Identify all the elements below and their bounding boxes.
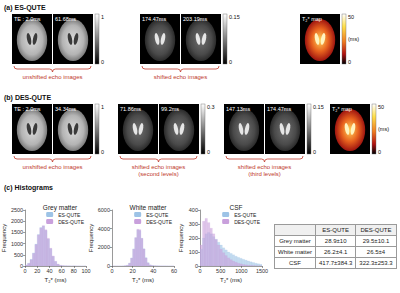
svg-text:100: 100 — [189, 249, 198, 255]
svg-text:DES-QUTE: DES-QUTE — [146, 219, 173, 225]
svg-text:0: 0 — [194, 263, 198, 269]
svg-text:CSF: CSF — [230, 204, 243, 211]
html-text:26.2±4.1: 26.2±4.1 — [324, 249, 348, 255]
svg-text:0.15: 0.15 — [229, 14, 240, 20]
html-text:White matter: White matter — [278, 249, 312, 255]
svg-text:(third levels): (third levels) — [248, 171, 281, 177]
svg-text:6000: 6000 — [98, 207, 110, 213]
svg-text:Frequency: Frequency — [88, 224, 94, 252]
svg-text:T₂* map: T₂* map — [332, 106, 352, 112]
svg-text:Grey matter: Grey matter — [43, 204, 78, 212]
svg-text:(second levels): (second levels) — [138, 171, 178, 177]
svg-text:ES-QUTE: ES-QUTE — [146, 212, 169, 218]
svg-text:400: 400 — [189, 207, 198, 213]
svg-text:ES-QUTE: ES-QUTE — [58, 212, 81, 218]
svg-text:0: 0 — [207, 149, 210, 155]
svg-text:0: 0 — [106, 263, 110, 269]
svg-text:White matter: White matter — [130, 204, 168, 211]
svg-text:1500: 1500 — [11, 229, 23, 235]
svg-text:0: 0 — [348, 59, 351, 65]
svg-text:0: 0 — [378, 149, 381, 155]
html-text:29.5±10.1: 29.5±10.1 — [362, 238, 390, 244]
svg-text:500: 500 — [216, 268, 225, 274]
svg-text:174.47ms: 174.47ms — [142, 16, 166, 22]
svg-text:(a) ES-QUTE: (a) ES-QUTE — [4, 4, 46, 12]
svg-text:300: 300 — [189, 221, 198, 227]
svg-text:DES-QUTE: DES-QUTE — [234, 219, 260, 225]
svg-text:T₂* (ms): T₂* (ms) — [132, 277, 154, 283]
svg-text:80: 80 — [71, 268, 77, 274]
svg-text:0: 0 — [20, 263, 24, 269]
html-text:Grey matter: Grey matter — [279, 238, 311, 244]
svg-text:(c) Histograms: (c) Histograms — [4, 184, 53, 192]
svg-text:0: 0 — [313, 149, 316, 155]
svg-text:(ms): (ms) — [378, 126, 389, 132]
svg-text:60: 60 — [171, 268, 177, 274]
svg-text:ES-QUTE: ES-QUTE — [234, 212, 257, 218]
svg-text:unshifted echo images: unshifted echo images — [22, 164, 82, 170]
svg-text:DES-QUTE: DES-QUTE — [58, 219, 85, 225]
svg-text:shifted echo images: shifted echo images — [238, 164, 291, 170]
svg-text:61.68ms: 61.68ms — [55, 16, 76, 22]
svg-text:unshifted echo images: unshifted echo images — [22, 74, 82, 80]
svg-text:TE : 2.0ms: TE : 2.0ms — [14, 106, 41, 112]
svg-text:174.47ms: 174.47ms — [267, 106, 291, 112]
svg-text:2000: 2000 — [98, 244, 110, 250]
svg-text:71.86ms: 71.86ms — [120, 106, 141, 112]
svg-text:40: 40 — [150, 268, 156, 274]
html-text:28.9±10: 28.9±10 — [324, 238, 347, 244]
svg-text:(b) DES-QUTE: (b) DES-QUTE — [4, 94, 51, 102]
html-text:417.7±384.3: 417.7±384.3 — [319, 260, 353, 266]
svg-text:shifted echo images: shifted echo images — [154, 74, 207, 80]
svg-text:(ms): (ms) — [348, 36, 359, 42]
svg-text:99.2ms: 99.2ms — [161, 106, 179, 112]
svg-text:0.15: 0.15 — [313, 104, 324, 110]
svg-text:shifted echo images: shifted echo images — [132, 164, 185, 170]
svg-text:0: 0 — [198, 268, 201, 274]
svg-text:0.3: 0.3 — [207, 104, 215, 110]
svg-text:2000: 2000 — [11, 218, 23, 224]
svg-text:1: 1 — [101, 14, 104, 20]
svg-text:TE : 2.0ms: TE : 2.0ms — [14, 16, 41, 22]
svg-text:2500: 2500 — [11, 207, 23, 213]
svg-text:200: 200 — [189, 235, 198, 241]
html-text:CSF: CSF — [289, 260, 301, 266]
svg-text:203.19ms: 203.19ms — [183, 16, 207, 22]
svg-text:100: 100 — [81, 268, 90, 274]
svg-text:34.34ms: 34.34ms — [55, 106, 76, 112]
svg-text:0: 0 — [110, 268, 113, 274]
svg-text:0: 0 — [101, 149, 104, 155]
svg-text:1500: 1500 — [256, 268, 268, 274]
svg-text:1: 1 — [101, 104, 104, 110]
svg-text:20: 20 — [130, 268, 136, 274]
svg-text:50: 50 — [348, 14, 354, 20]
svg-text:20: 20 — [34, 268, 40, 274]
html-text:322.3±253.3: 322.3±253.3 — [359, 260, 393, 266]
svg-text:1000: 1000 — [11, 241, 23, 247]
svg-text:500: 500 — [14, 252, 23, 258]
html-text:ES-QUTE: ES-QUTE — [322, 227, 349, 233]
svg-text:50: 50 — [378, 104, 384, 110]
svg-text:T₂* (ms): T₂* (ms) — [220, 277, 242, 283]
svg-text:60: 60 — [59, 268, 65, 274]
svg-text:0: 0 — [24, 268, 27, 274]
svg-text:T₂* map: T₂* map — [302, 16, 322, 22]
html-text:26.5±4: 26.5±4 — [366, 249, 386, 255]
svg-text:Frequency: Frequency — [1, 224, 7, 252]
svg-text:4000: 4000 — [98, 226, 110, 232]
svg-text:147.13ms: 147.13ms — [226, 106, 250, 112]
html-text:DES-QUTE: DES-QUTE — [360, 227, 392, 233]
svg-text:1000: 1000 — [235, 268, 247, 274]
svg-text:0: 0 — [229, 59, 232, 65]
svg-text:T₂* (ms): T₂* (ms) — [45, 277, 67, 283]
svg-text:0: 0 — [101, 59, 104, 65]
svg-text:40: 40 — [46, 268, 52, 274]
svg-text:Frequency: Frequency — [178, 224, 184, 252]
